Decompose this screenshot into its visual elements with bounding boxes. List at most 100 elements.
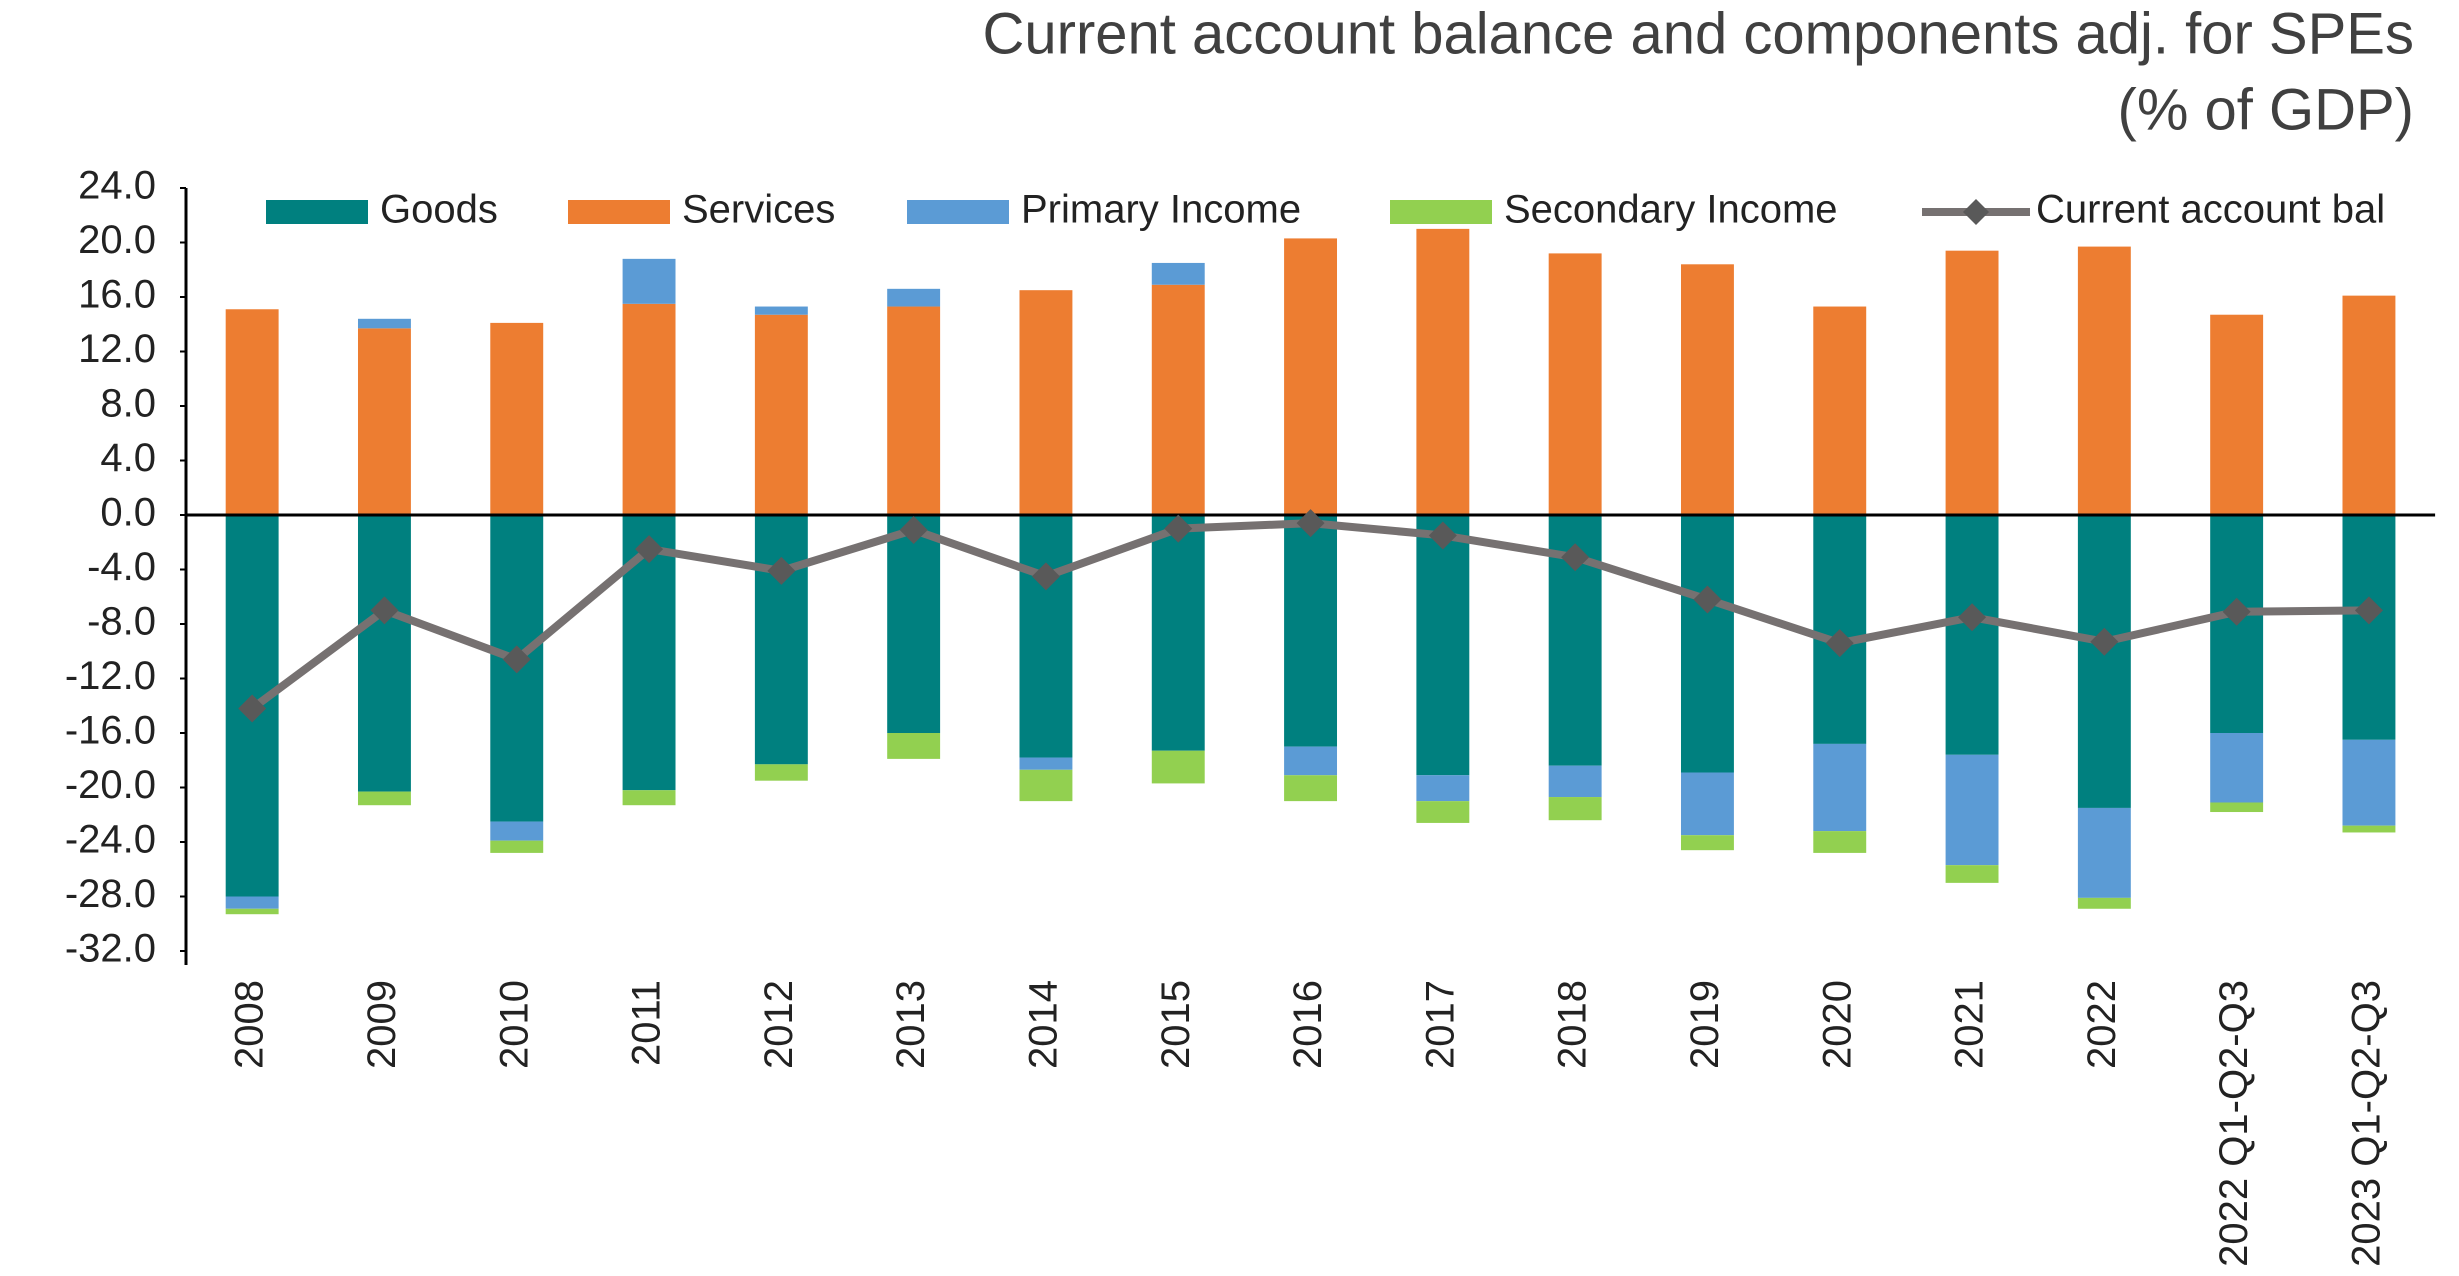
y-tick-label: -24.0 <box>65 818 156 862</box>
marker <box>635 535 664 564</box>
x-tick-label: 2019 <box>1683 980 1727 1069</box>
bar <box>1151 262 1205 285</box>
x-tick-label: 2020 <box>1815 980 1859 1069</box>
y-tick-label: 8.0 <box>100 382 156 426</box>
bar <box>357 515 411 792</box>
y-tick-label: -4.0 <box>87 545 156 589</box>
marker <box>502 645 531 674</box>
bar <box>1284 238 1338 515</box>
bar <box>1019 757 1073 770</box>
marker <box>370 596 399 625</box>
bar <box>1151 284 1205 515</box>
bar <box>1416 775 1470 802</box>
x-tick-label: 2022 <box>2080 980 2124 1069</box>
bar <box>1945 754 1999 866</box>
y-tick-label: -16.0 <box>65 709 156 753</box>
bar <box>225 908 279 915</box>
x-tick-label: 2015 <box>1154 980 1198 1069</box>
bar <box>357 791 411 806</box>
y-tick-label: -8.0 <box>87 600 156 644</box>
x-tick-label: 2014 <box>1022 980 1066 1069</box>
marker <box>767 556 796 585</box>
legend-swatch <box>266 200 368 224</box>
bar <box>357 318 411 329</box>
x-tick-label: 2021 <box>1948 980 1992 1069</box>
bar <box>1151 515 1205 751</box>
marker <box>1561 543 1590 572</box>
bar <box>1945 865 1999 883</box>
bar <box>887 733 941 759</box>
bar <box>357 328 411 515</box>
bar <box>2342 515 2396 740</box>
bar <box>1548 765 1602 798</box>
bar <box>1416 515 1470 776</box>
bar <box>622 303 676 515</box>
bar <box>1813 306 1867 515</box>
x-tick-label: 2012 <box>757 980 801 1069</box>
bar <box>1680 515 1734 773</box>
x-tick-label: 2017 <box>1418 980 1462 1069</box>
bar <box>1284 746 1338 776</box>
y-tick-label: 20.0 <box>78 218 156 262</box>
bar <box>1945 515 1999 755</box>
y-tick-label: -28.0 <box>65 872 156 916</box>
x-tick-label: 2022 Q1-Q2-Q3 <box>2212 980 2256 1267</box>
marker <box>1296 509 1325 538</box>
bar <box>754 306 808 315</box>
legend-swatch <box>907 200 1009 224</box>
y-tick-label: 0.0 <box>100 491 156 535</box>
bar <box>490 322 544 515</box>
y-tick-label: 12.0 <box>78 327 156 371</box>
bar <box>754 314 808 515</box>
chart-title: Current account balance and components a… <box>982 1 2414 66</box>
bar <box>2077 807 2131 898</box>
bar <box>1284 775 1338 802</box>
bar <box>1680 772 1734 836</box>
bar <box>1813 743 1867 832</box>
x-tick-label: 2023 Q1-Q2-Q3 <box>2345 980 2389 1267</box>
bar <box>2210 802 2264 813</box>
x-tick-label: 2013 <box>889 980 933 1069</box>
marker <box>1693 585 1722 614</box>
bar <box>1813 831 1867 853</box>
chart-subtitle: (% of GDP) <box>2118 77 2415 142</box>
y-tick-label: -32.0 <box>65 927 156 971</box>
bar <box>1151 750 1205 784</box>
bar <box>622 790 676 806</box>
marker <box>1958 603 1987 632</box>
marker <box>1428 521 1457 550</box>
bar <box>1548 797 1602 821</box>
marker <box>899 515 928 544</box>
bar <box>1019 290 1073 515</box>
bar <box>225 896 279 909</box>
marker <box>2222 597 2251 626</box>
bar <box>2077 897 2131 909</box>
x-tick-label: 2016 <box>1286 980 1330 1069</box>
marker <box>238 694 267 723</box>
bar <box>1019 515 1073 758</box>
bar <box>1680 264 1734 515</box>
x-tick-label: 2010 <box>492 980 536 1069</box>
bar <box>1416 801 1470 823</box>
y-tick-label: 4.0 <box>100 436 156 480</box>
bar <box>1416 228 1470 515</box>
y-tick-label: 16.0 <box>78 273 156 317</box>
bar <box>622 258 676 304</box>
marker <box>2090 627 2119 656</box>
legend-swatch <box>1390 200 1492 224</box>
bar <box>1680 835 1734 851</box>
legend-label: Current account bal <box>2036 188 2385 232</box>
bar <box>1945 250 1999 516</box>
legend-label: Primary Income <box>1021 188 1301 232</box>
bar <box>1019 769 1073 802</box>
bar <box>887 306 941 515</box>
x-tick-label: 2008 <box>228 980 272 1069</box>
marker <box>1031 562 1060 591</box>
legend-swatch <box>568 200 670 224</box>
bar <box>2342 825 2396 833</box>
bar <box>887 288 941 307</box>
bar <box>2077 246 2131 515</box>
bar <box>490 840 544 853</box>
bar <box>490 821 544 841</box>
